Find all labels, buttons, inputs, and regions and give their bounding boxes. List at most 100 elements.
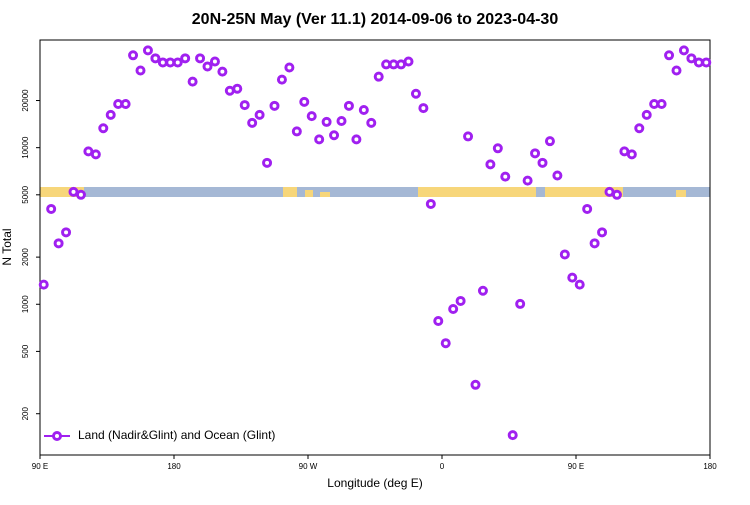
point [254, 109, 265, 120]
y-tick-label: 20000 [21, 89, 30, 112]
point [686, 53, 697, 64]
point [433, 315, 444, 326]
point [38, 279, 49, 290]
point [217, 66, 228, 77]
y-tick-label: 1000 [21, 295, 30, 313]
point [291, 126, 302, 137]
y-axis-label: N Total [0, 228, 14, 265]
point [515, 298, 526, 309]
point [477, 285, 488, 296]
point [262, 157, 273, 168]
y-tick-label: 2000 [21, 248, 30, 266]
point [641, 109, 652, 120]
point [559, 249, 570, 260]
point [202, 61, 213, 72]
point [53, 238, 64, 249]
point [269, 100, 280, 111]
point [351, 134, 362, 145]
point [247, 117, 258, 128]
point [373, 71, 384, 82]
point [544, 136, 555, 147]
y-tick-label: 10000 [21, 136, 30, 159]
point [611, 189, 622, 200]
x-tick-label: 90 W [299, 462, 318, 471]
plot-frame [39, 39, 711, 456]
point [463, 131, 474, 142]
point [671, 65, 682, 76]
point [120, 99, 131, 110]
point [276, 74, 287, 85]
point [68, 186, 79, 197]
chart-title: 20N-25N May (Ver 11.1) 2014-09-06 to 202… [192, 11, 559, 28]
point [299, 96, 310, 107]
x-axis-label: Longitude (deg E) [327, 476, 422, 490]
point [75, 189, 86, 200]
point [604, 186, 615, 197]
point [232, 83, 243, 94]
point [410, 88, 421, 99]
point [284, 62, 295, 73]
point [664, 50, 675, 61]
y-tick-label: 5000 [21, 185, 30, 203]
point [530, 148, 541, 159]
point [396, 59, 407, 70]
point [195, 53, 206, 64]
point [187, 76, 198, 87]
point [61, 227, 72, 238]
point [619, 146, 630, 157]
point [209, 56, 220, 67]
point [567, 272, 578, 283]
point [336, 116, 347, 127]
y-tick-label: 500 [21, 344, 30, 358]
point [448, 303, 459, 314]
x-tick-label: 180 [167, 462, 181, 471]
point [492, 143, 503, 154]
legend-marker [52, 431, 62, 441]
point [128, 50, 139, 61]
map-strip [40, 187, 710, 197]
point [537, 157, 548, 168]
point [90, 149, 101, 160]
point [180, 53, 191, 64]
point [574, 279, 585, 290]
point [83, 146, 94, 157]
point [172, 57, 183, 68]
point [470, 379, 481, 390]
point [142, 45, 153, 56]
point [135, 65, 146, 76]
point [239, 100, 250, 111]
point [507, 430, 518, 441]
point [582, 203, 593, 214]
point [425, 198, 436, 209]
point [485, 159, 496, 170]
point [314, 134, 325, 145]
x-tick-label: 180 [703, 462, 717, 471]
point [98, 123, 109, 134]
x-tick-label: 0 [440, 462, 445, 471]
point [522, 175, 533, 186]
point [306, 111, 317, 122]
y-tick-label: 200 [21, 407, 30, 421]
point [358, 104, 369, 115]
point [552, 170, 563, 181]
point [46, 203, 57, 214]
point [701, 57, 712, 68]
point [589, 238, 600, 249]
point [626, 149, 637, 160]
point [321, 116, 332, 127]
point [150, 53, 161, 64]
legend-label: Land (Nadir&Glint) and Ocean (Glint) [78, 428, 275, 442]
point [224, 85, 235, 96]
point [403, 56, 414, 67]
point [597, 227, 608, 238]
point [440, 338, 451, 349]
point [634, 123, 645, 134]
point [455, 295, 466, 306]
point [656, 99, 667, 110]
x-tick-label: 90 E [32, 462, 48, 471]
point [105, 109, 116, 120]
point [366, 117, 377, 128]
point [500, 171, 511, 182]
point [418, 103, 429, 114]
